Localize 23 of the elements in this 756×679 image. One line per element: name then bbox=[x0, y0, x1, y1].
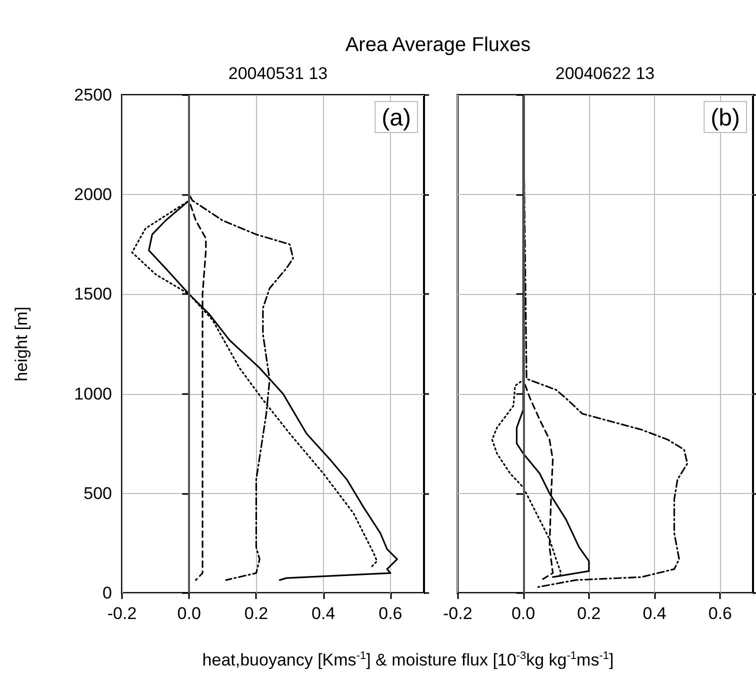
x-tick-label: 0.4 bbox=[312, 604, 336, 623]
y-tick-label: 2000 bbox=[74, 185, 112, 204]
x-tick-label: 0.0 bbox=[177, 604, 201, 623]
y-tick-label: 0 bbox=[102, 584, 112, 602]
chart-title: Area Average Fluxes bbox=[344, 34, 532, 57]
x-tick-label: 0.0 bbox=[511, 604, 536, 623]
x-tick-label: 0.4 bbox=[642, 604, 666, 623]
x-tick-label: 0.6 bbox=[378, 604, 402, 623]
annotation: (a) bbox=[382, 104, 412, 132]
y-tick-label: 500 bbox=[84, 484, 112, 503]
annotation: (b) bbox=[710, 104, 740, 132]
y-tick-label: 1000 bbox=[74, 384, 112, 404]
x-tick-label: 0.2 bbox=[244, 604, 268, 623]
x-tick-label: -0.2 bbox=[443, 604, 472, 623]
chart-subtitle: 20040531 13 bbox=[228, 64, 328, 83]
x-tick-label: 0.6 bbox=[708, 604, 732, 623]
x-tick-label: -0.2 bbox=[107, 604, 137, 623]
text: heat,buoyancy [Kms$^{-1}$] & moisture flux [10$^{-3}$kg kg$^{-1}$ms$^{-1}$] bbox=[202, 650, 614, 670]
chart-subtitle: 20040622 13 bbox=[555, 64, 655, 83]
y-tick-label: 1500 bbox=[74, 284, 112, 304]
y-tick-label: 2500 bbox=[74, 86, 112, 104]
y-axis-title: height [m] bbox=[12, 306, 31, 382]
x-tick-label: 0.2 bbox=[577, 604, 601, 623]
